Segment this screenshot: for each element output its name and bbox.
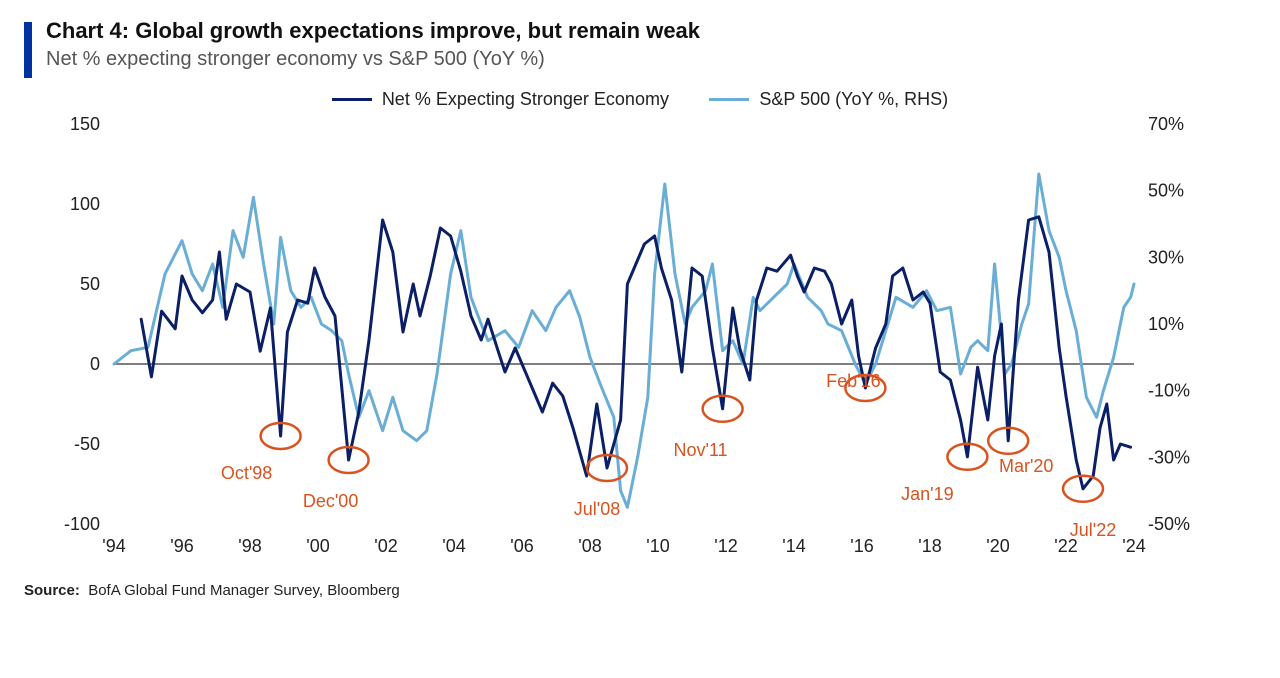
- svg-text:Jan'19: Jan'19: [901, 484, 953, 504]
- svg-text:-50%: -50%: [1148, 514, 1190, 534]
- chart-header: Chart 4: Global growth expectations impr…: [24, 18, 1256, 78]
- svg-text:150: 150: [70, 114, 100, 134]
- svg-text:-50: -50: [74, 434, 100, 454]
- svg-text:0: 0: [90, 354, 100, 374]
- svg-text:Mar'20: Mar'20: [999, 456, 1053, 476]
- svg-text:'08: '08: [578, 536, 601, 556]
- svg-text:'10: '10: [646, 536, 669, 556]
- svg-text:50: 50: [80, 274, 100, 294]
- svg-text:'98: '98: [238, 536, 261, 556]
- svg-text:'24: '24: [1122, 536, 1145, 556]
- legend-swatch-sp500: [709, 98, 749, 101]
- legend-swatch-economy: [332, 98, 372, 101]
- svg-text:Jul'08: Jul'08: [574, 499, 620, 519]
- svg-text:'16: '16: [850, 536, 873, 556]
- svg-text:Feb'16: Feb'16: [826, 371, 880, 391]
- svg-text:10%: 10%: [1148, 314, 1184, 334]
- svg-text:'04: '04: [442, 536, 465, 556]
- source-line: Source: BofA Global Fund Manager Survey,…: [24, 582, 1256, 599]
- legend-label-economy: Net % Expecting Stronger Economy: [382, 89, 669, 110]
- svg-text:'18: '18: [918, 536, 941, 556]
- svg-text:50%: 50%: [1148, 181, 1184, 201]
- line-chart: -100 -50 0 50 100 150 -50% -30% -10% 10% 30% 50% 70%…: [24, 104, 1224, 574]
- svg-text:'14: '14: [782, 536, 805, 556]
- legend-item-economy: Net % Expecting Stronger Economy: [332, 89, 669, 110]
- svg-text:70%: 70%: [1148, 114, 1184, 134]
- svg-text:'00: '00: [306, 536, 329, 556]
- chart-title: Chart 4: Global growth expectations impr…: [46, 18, 700, 44]
- svg-text:'94: '94: [102, 536, 125, 556]
- svg-text:'12: '12: [714, 536, 737, 556]
- svg-text:'96: '96: [170, 536, 193, 556]
- accent-bar: [24, 22, 32, 78]
- svg-text:-10%: -10%: [1148, 381, 1190, 401]
- svg-text:Jul'22: Jul'22: [1070, 520, 1116, 540]
- svg-text:-100: -100: [64, 514, 100, 534]
- svg-text:Dec'00: Dec'00: [303, 491, 358, 511]
- legend-label-sp500: S&P 500 (YoY %, RHS): [759, 89, 948, 110]
- source-text: BofA Global Fund Manager Survey, Bloombe…: [88, 582, 400, 599]
- svg-text:-30%: -30%: [1148, 447, 1190, 467]
- svg-text:Nov'11: Nov'11: [674, 440, 728, 460]
- svg-text:30%: 30%: [1148, 247, 1184, 267]
- chart-subtitle: Net % expecting stronger economy vs S&P …: [46, 48, 700, 71]
- legend-item-sp500: S&P 500 (YoY %, RHS): [709, 89, 948, 110]
- svg-text:100: 100: [70, 194, 100, 214]
- svg-text:Oct'98: Oct'98: [221, 463, 272, 483]
- svg-text:'02: '02: [374, 536, 397, 556]
- svg-text:'20: '20: [986, 536, 1009, 556]
- svg-text:'06: '06: [510, 536, 533, 556]
